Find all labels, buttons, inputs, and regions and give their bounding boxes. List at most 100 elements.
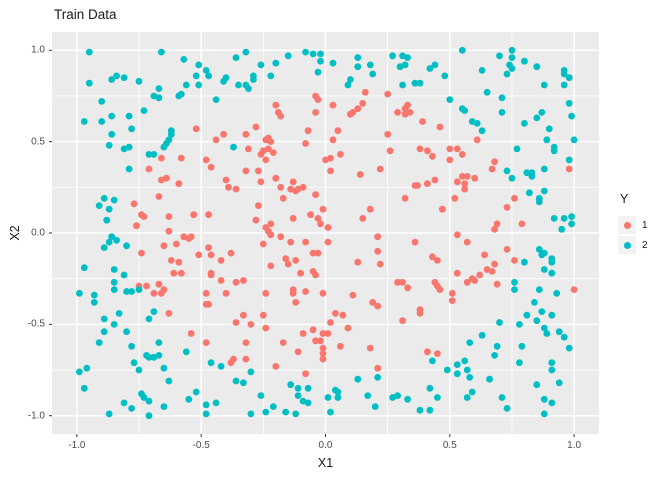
legend-key-2 [618,236,636,254]
data-point-class1 [329,101,337,109]
data-point-class2 [108,130,116,138]
data-point-class2 [128,342,136,350]
y-axis-title: X2 [8,225,22,241]
data-point-class2 [531,299,538,306]
data-point-class1 [272,174,280,182]
data-point-class1 [294,348,302,356]
data-point-class2 [85,48,93,56]
data-point-class1 [314,215,322,222]
data-point-class1 [255,167,262,175]
data-point-class1 [327,167,334,175]
data-point-class1 [289,289,297,297]
data-point-class1 [366,344,374,352]
data-point-class1 [436,123,444,131]
data-point-class1 [401,105,409,113]
data-point-class2 [294,384,302,392]
data-point-class2 [202,401,210,409]
data-point-class1 [314,96,322,103]
data-point-class1 [481,251,488,259]
data-point-class1 [463,278,471,286]
data-point-class2 [125,112,133,120]
legend-label-1: 1 [642,219,648,231]
data-point-class1 [473,136,481,144]
data-point-class1 [205,300,213,308]
data-point-class1 [491,225,498,233]
legend-entry-1: 1 [618,216,648,234]
data-point-class1 [202,339,210,346]
data-point-class1 [138,249,145,257]
data-point-class1 [170,269,178,277]
data-point-class1 [334,127,342,135]
data-point-class2 [128,288,136,295]
data-point-class2 [145,412,153,420]
data-point-class1 [416,145,424,153]
data-point-class2 [496,319,503,326]
data-point-class1 [518,220,526,228]
data-point-class1 [448,297,456,304]
data-point-class2 [516,321,523,328]
data-point-class1 [289,215,297,222]
data-point-class2 [478,67,486,74]
data-point-class2 [282,408,290,416]
data-point-class1 [463,238,471,246]
data-point-class2 [128,125,136,133]
data-point-class1 [277,183,285,191]
data-point-class1 [272,101,280,109]
data-point-class2 [486,375,493,383]
data-point-class2 [158,48,165,56]
data-point-class2 [540,324,548,332]
data-point-class2 [292,410,300,418]
data-point-class2 [120,271,128,279]
data-point-class1 [302,370,309,378]
data-point-class1 [565,165,573,173]
data-point-class1 [247,321,255,328]
data-point-class1 [324,238,332,246]
data-point-class2 [160,364,168,372]
data-point-class1 [252,123,260,131]
data-point-class1 [394,109,401,116]
data-point-class1 [446,156,454,164]
data-point-class1 [429,253,436,261]
data-point-class2 [217,363,225,370]
y-tick-label: -0.5 [27,318,45,330]
data-point-class1 [160,242,168,250]
x-tick-label: 0.0 [318,440,333,451]
data-point-class1 [262,156,270,164]
data-point-class2 [560,81,568,89]
legend-entry-2: 2 [618,236,648,254]
data-point-class1 [411,238,419,246]
data-point-class2 [135,286,143,293]
data-point-class1 [177,154,185,162]
data-point-class2 [98,118,106,125]
data-point-class2 [108,112,116,120]
data-point-class2 [461,107,469,114]
data-point-class1 [354,105,362,113]
data-point-class2 [498,394,506,401]
data-point-class1 [317,337,324,345]
data-point-class1 [424,147,431,155]
data-point-class1 [257,151,265,158]
data-point-class1 [503,204,511,211]
data-point-class1 [220,130,228,138]
data-point-class1 [369,299,377,306]
data-point-class1 [292,299,300,306]
data-point-class1 [399,317,406,325]
data-point-class1 [337,342,344,350]
data-point-class2 [269,403,277,410]
data-point-class1 [267,220,275,228]
data-point-class2 [145,353,153,361]
data-point-class1 [145,165,153,173]
data-point-class1 [461,185,469,193]
data-point-class1 [329,136,337,144]
data-point-class2 [324,394,332,401]
data-point-class1 [302,238,309,246]
data-point-class2 [95,339,103,346]
data-point-class2 [202,67,210,74]
data-point-class1 [309,249,317,257]
data-point-class1 [458,173,466,180]
data-point-class1 [292,257,300,264]
data-point-class2 [508,54,516,61]
data-point-class2 [568,112,575,120]
data-point-class2 [521,258,528,266]
data-point-class1 [349,291,357,299]
